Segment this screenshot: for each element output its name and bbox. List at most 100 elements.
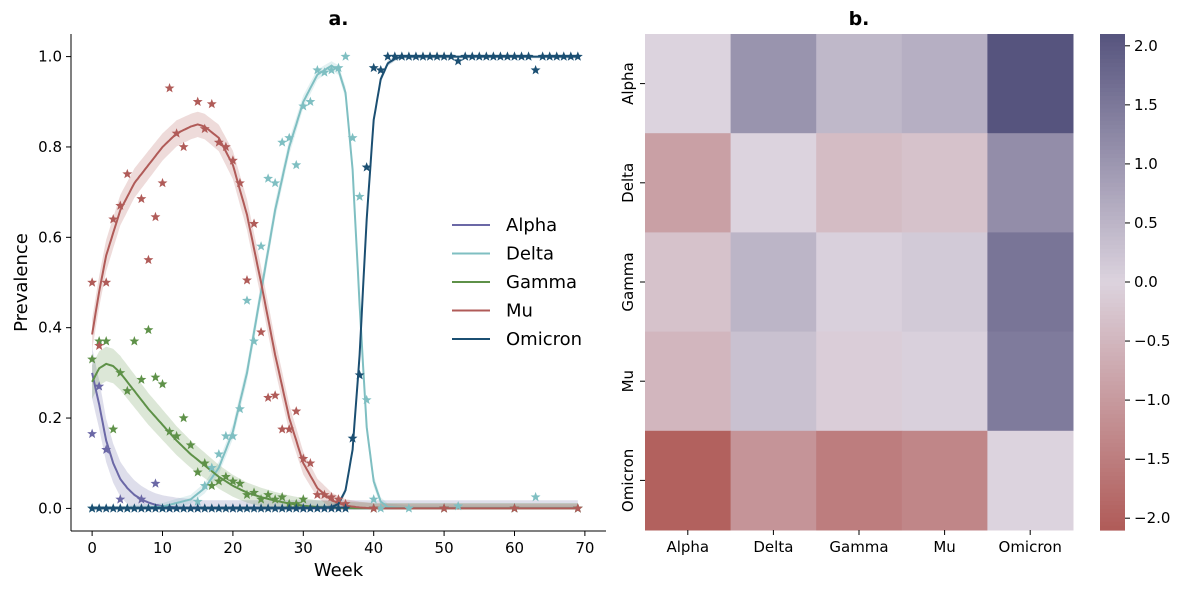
colorbar-segment — [1100, 120, 1125, 126]
colorbar-segment — [1100, 62, 1125, 68]
data-point-mu — [150, 211, 161, 222]
colorbar-segment — [1100, 124, 1125, 130]
data-point-mu — [94, 340, 105, 350]
colorbar-segment — [1100, 215, 1125, 221]
colorbar-segment — [1100, 158, 1125, 163]
data-point-delta — [249, 336, 259, 346]
data-point-omicron — [249, 503, 259, 513]
colorbar-segment — [1100, 310, 1125, 316]
colorbar-segment — [1100, 67, 1125, 72]
legend-label: Omicron — [506, 329, 582, 350]
colorbar-segment — [1100, 339, 1125, 345]
colorbar-segment — [1100, 306, 1125, 312]
data-point-omicron — [164, 503, 175, 513]
heatmap-cell — [987, 430, 1074, 531]
data-point-omicron — [101, 503, 112, 513]
colorbar-segment — [1100, 422, 1125, 428]
data-point-omicron — [551, 51, 562, 61]
data-point-delta — [270, 177, 281, 188]
colorbar-segment — [1100, 244, 1125, 250]
data-point-delta — [277, 137, 288, 147]
data-point-gamma — [249, 487, 259, 497]
data-point-mu — [270, 390, 281, 400]
x-tick-label: 70 — [575, 539, 594, 557]
colorbar-segment — [1100, 261, 1125, 267]
data-point-omicron — [418, 51, 428, 61]
colorbar-segment — [1100, 108, 1125, 114]
data-point-gamma — [185, 439, 196, 450]
heatmap-cell — [816, 232, 903, 333]
data-point-omicron — [319, 503, 330, 513]
panel-title: a. — [328, 8, 348, 30]
colorbar-tick-label: −2.0 — [1134, 509, 1170, 527]
colorbar-segment — [1100, 364, 1125, 370]
data-point-omicron — [516, 51, 527, 61]
heatmap-cell — [987, 331, 1074, 432]
legend-label: Mu — [506, 301, 533, 322]
colorbar-segment — [1100, 426, 1125, 432]
data-point-mu — [220, 141, 231, 152]
data-point-delta — [256, 241, 267, 251]
data-point-omicron — [129, 503, 140, 513]
heatmap-cell — [901, 133, 988, 233]
y-tick-label: 0.6 — [38, 228, 62, 246]
heatmap-cell — [987, 232, 1074, 333]
data-point-omicron — [94, 503, 105, 513]
data-point-omicron — [467, 51, 478, 61]
heatmap-cell — [730, 232, 817, 333]
data-point-gamma — [122, 385, 133, 396]
data-point-omicron — [544, 51, 555, 61]
colorbar-segment — [1100, 282, 1125, 287]
data-point-omicron — [523, 51, 534, 61]
colorbar-segment — [1100, 377, 1125, 382]
colorbar-segment — [1100, 166, 1125, 171]
colorbar-segment — [1100, 170, 1125, 176]
data-point-delta — [354, 191, 365, 201]
colorbar-segment — [1100, 207, 1125, 213]
data-point-gamma — [101, 336, 112, 346]
data-point-gamma — [164, 426, 175, 436]
colorbar-segment — [1100, 352, 1125, 357]
data-point-delta — [340, 51, 351, 61]
heatmap-cell — [645, 133, 732, 233]
row-label: Delta — [619, 163, 637, 203]
colorbar-tick-label: −1.0 — [1134, 391, 1170, 409]
data-point-omicron — [220, 503, 231, 513]
data-point-mu — [171, 128, 182, 138]
colorbar-tick-label: −1.5 — [1134, 450, 1170, 468]
colorbar-segment — [1100, 42, 1125, 47]
heatmap-cell — [816, 133, 903, 233]
data-point-omicron — [572, 51, 583, 61]
data-point-alpha — [150, 478, 161, 488]
colorbar-segment — [1100, 344, 1125, 349]
data-point-omicron — [227, 503, 238, 513]
heatmap-cell — [730, 331, 817, 432]
colorbar-segment — [1100, 521, 1125, 527]
heatmap-cell — [901, 331, 988, 432]
data-point-omicron — [115, 503, 126, 513]
x-tick-label: 10 — [153, 539, 172, 557]
data-point-delta — [235, 403, 245, 414]
data-point-mu — [178, 141, 189, 152]
data-point-delta — [213, 448, 224, 459]
data-point-mu — [326, 491, 337, 502]
data-point-omicron — [122, 503, 133, 513]
data-point-delta — [319, 67, 330, 77]
data-point-mu — [108, 214, 119, 224]
data-point-omicron — [565, 51, 576, 61]
colorbar-segment — [1100, 517, 1125, 523]
data-point-delta — [368, 494, 379, 504]
x-tick-label: 0 — [87, 539, 97, 557]
colorbar-segment — [1100, 174, 1125, 180]
data-point-gamma — [150, 372, 161, 382]
colorbar-segment — [1100, 277, 1125, 283]
data-point-delta — [220, 430, 231, 441]
data-point-gamma — [213, 476, 224, 486]
data-point-omicron — [530, 64, 541, 75]
colorbar-segment — [1100, 91, 1125, 97]
data-point-omicron — [150, 503, 161, 513]
heatmap-cell — [816, 331, 903, 432]
data-point-mu — [284, 424, 295, 434]
colorbar-segment — [1100, 100, 1125, 105]
colorbar-segment — [1100, 505, 1125, 510]
